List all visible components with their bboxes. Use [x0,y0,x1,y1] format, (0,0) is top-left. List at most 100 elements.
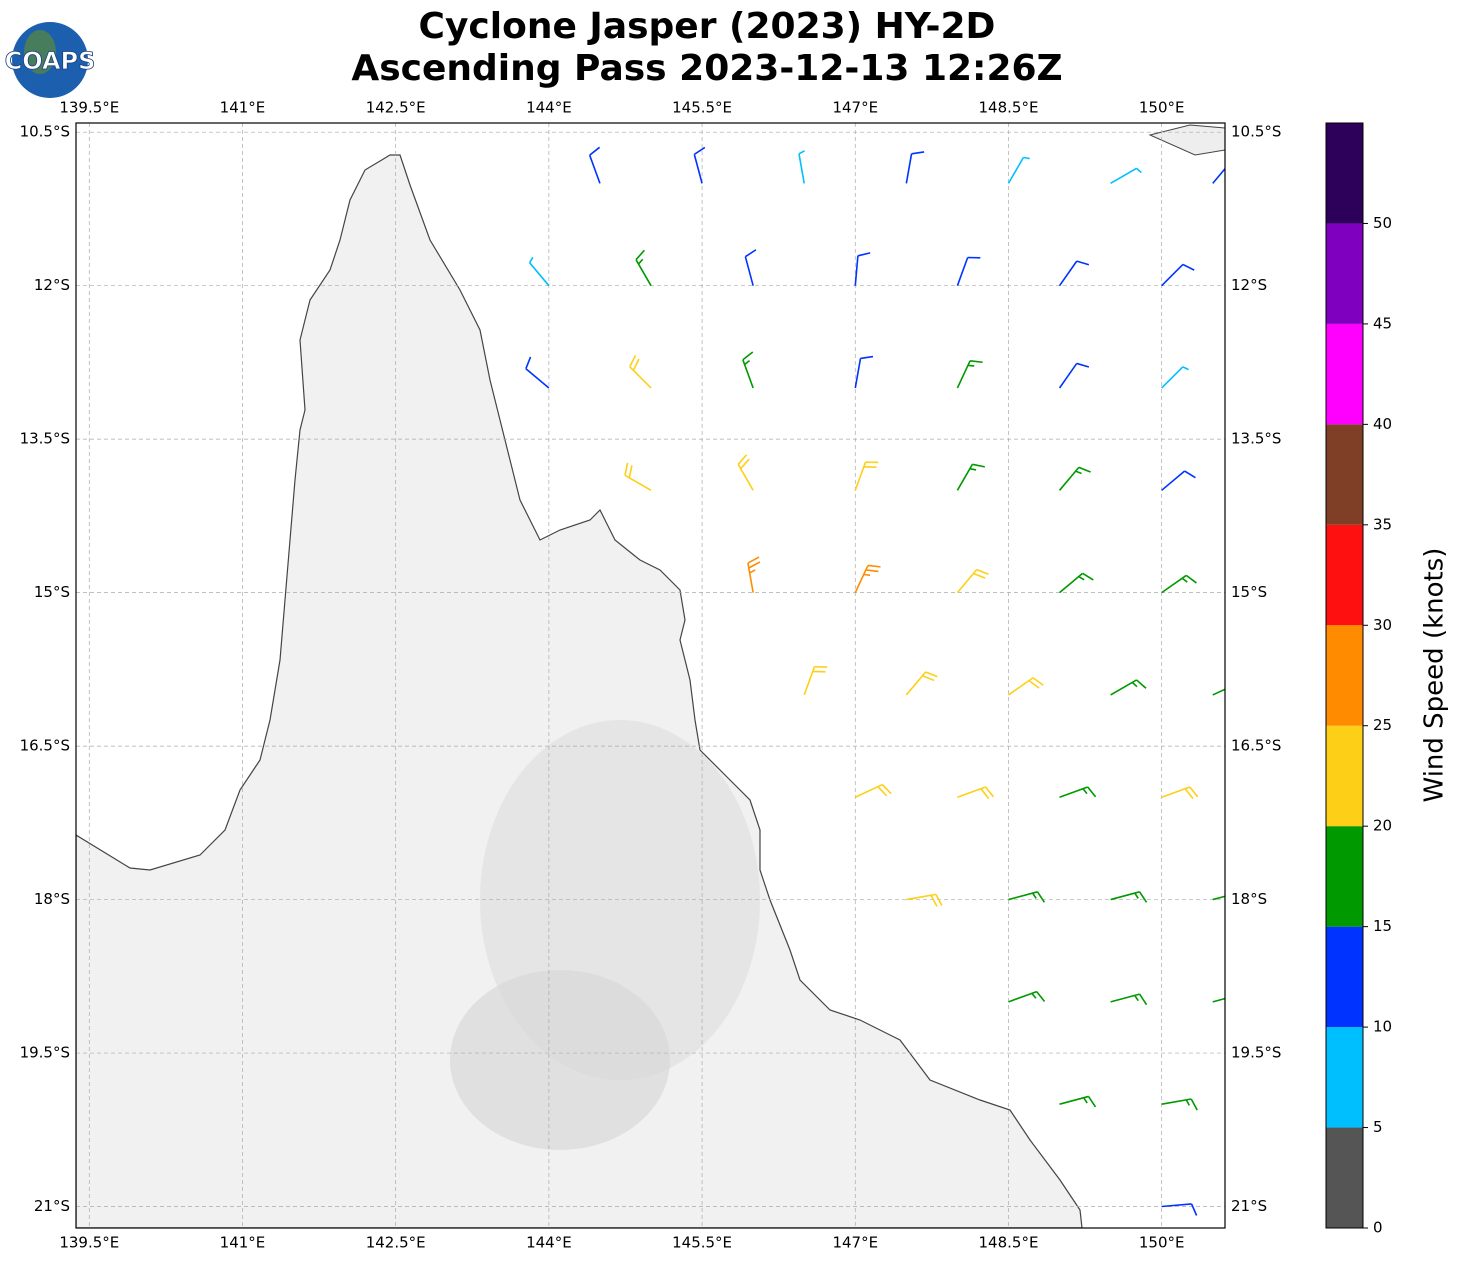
lat-label: 19.5°S [1231,1044,1281,1062]
subtitle: Ascending Pass 2023-12-13 12:26Z [351,48,1062,89]
ticks: 139.5°E 139.5°E 141°E 141°E 142.5°E 142.5°E 14… [20,99,1282,1252]
wind-barb [1008,891,1046,903]
wind-barb [906,893,943,907]
wind-barb [956,463,985,491]
colorbar-band [1326,524,1363,626]
lon-label: 142.5°E [366,1234,426,1252]
wind-barb [744,249,757,286]
wind-barb [854,461,879,491]
lat-label: 18°S [1231,890,1267,908]
colorbar-frame [1325,122,1364,1229]
wind-barb [1007,156,1030,184]
lon-label: 144°E [526,99,572,117]
lat-label: 12°S [1231,276,1267,294]
wind-barb [854,564,881,593]
lat-label: 10.5°S [20,123,70,141]
colorbar-band [1326,1027,1363,1128]
wind-barb [956,360,983,389]
wind-barb [1110,679,1147,696]
lon-label: 145.5°E [672,99,732,117]
colorbar-tick-label: 20 [1373,817,1392,835]
wind-barb [588,146,601,184]
wind-barb [1008,677,1044,696]
wind-barb [1161,263,1195,287]
wind-barb [1059,786,1097,799]
lon-label: 141°E [220,99,266,117]
wind-barb [528,256,550,287]
colorbar-tick-label: 45 [1373,314,1392,332]
barbs [525,146,1225,1216]
lon-label: 147°E [832,99,878,117]
wind-barb [1161,786,1199,800]
colorbar-tick-label: 30 [1373,616,1392,634]
lon-label: 145.5°E [672,1234,732,1252]
colorbar-tick-label: 25 [1373,716,1392,734]
wind-barb [629,355,652,389]
colorbar-band [1326,424,1363,525]
lat-label: 12°S [34,276,70,294]
logo: COAPS [4,22,96,98]
colorbar-tick-label: 50 [1373,214,1392,232]
wind-barb [905,671,938,696]
lon-label: 148.5°E [979,1234,1039,1252]
lon-label: 139.5°E [59,1234,119,1252]
title: Cyclone Jasper (2023) HY-2D [419,6,996,47]
lon-label: 148.5°E [979,99,1039,117]
wind-barb [525,356,550,389]
grid [76,123,1225,1228]
lat-label: 16.5°S [1231,737,1281,755]
wind-barb [1058,466,1091,491]
lat-label: 21°S [1231,1197,1267,1215]
colorbar-tick-label: 15 [1373,917,1392,935]
logo-text: COAPS [5,47,96,75]
lat-label: 21°S [34,1197,70,1215]
wind-barb [635,249,652,287]
wind-barb [1161,366,1189,389]
map-area [76,123,1225,1228]
colorbar-band [1326,1127,1363,1228]
wind-barb [956,568,989,594]
wind-barb [624,462,652,492]
wind-barb [1059,1095,1097,1108]
lon-label: 142.5°E [366,99,426,117]
wind-barb [798,150,805,184]
wind-barb [1212,895,1225,901]
wind-barb [747,556,761,593]
colorbar-band [1326,223,1363,324]
lat-label: 15°S [34,583,70,601]
terrain [450,970,670,1150]
wind-barb [1161,1098,1198,1111]
wind-barb [854,252,871,286]
wind-barb [1110,167,1142,185]
lon-label: 144°E [526,1234,572,1252]
wind-barb [1058,362,1090,389]
colorbar-band [1326,625,1363,726]
wind-barb [1161,574,1197,594]
colorbar: 0 5 10 15 20 25 30 35 40 45 50 [1325,122,1392,1237]
wind-barb [742,351,754,389]
lat-label: 18°S [34,890,70,908]
logo-land [24,30,56,74]
lon-label: 139.5°E [59,99,119,117]
wind-barb [737,454,754,491]
wind-barb [1110,993,1148,1006]
lon-label: 150°E [1139,99,1185,117]
wind-barb [1212,167,1225,184]
colorbar-tick-label: 35 [1373,515,1392,533]
map-frame [75,122,1226,1229]
colorbar-band [1326,323,1363,425]
wind-barb [1058,260,1090,287]
lat-label: 13.5°S [20,430,70,448]
wind-barb [693,146,706,184]
colorbar-label: Wind Speed (knots) [1420,548,1450,803]
wind-barb [1161,1203,1198,1216]
land [76,154,1083,1228]
lat-label: 16.5°S [20,737,70,755]
wind-barb [803,665,828,696]
wind-barb [905,151,925,184]
lat-label: 19.5°S [20,1044,70,1062]
wind-barb [1008,990,1046,1003]
wind-barb [1212,997,1225,1003]
lat-label: 15°S [1231,583,1267,601]
